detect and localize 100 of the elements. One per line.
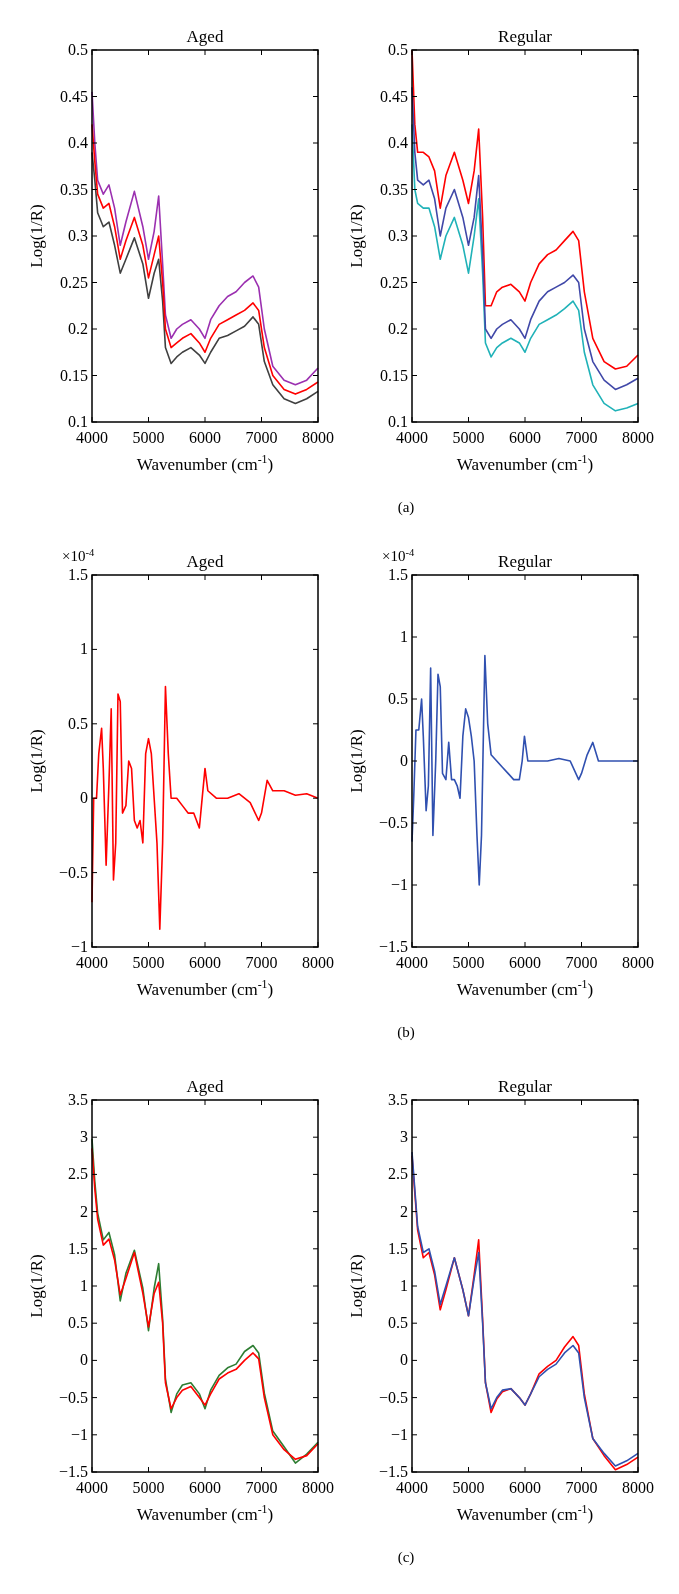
- x-axis-title: Wavenumber (cm$^{-1}$): [456, 1502, 594, 1524]
- y-axis-title: Log(1/R): [347, 729, 366, 793]
- y-tick-label: −1.5: [378, 1463, 408, 1480]
- y-tick-label: 0.35: [380, 180, 408, 198]
- x-tick-label: 5000: [452, 1479, 485, 1496]
- chart-title: Aged: [186, 552, 224, 571]
- text: ×10$^{-4}$: [62, 546, 95, 564]
- y-tick-label: 2.5: [388, 1165, 408, 1183]
- y-axis-title: Log(1/R): [27, 729, 46, 793]
- x-tick-label: 8000: [302, 429, 334, 446]
- x-tick-label: 8000: [622, 429, 654, 446]
- x-tick-label: 4000: [76, 954, 108, 971]
- y-tick-label: −1.5: [378, 938, 408, 955]
- y-axis-title: Log(1/R): [347, 1254, 366, 1318]
- y-axis-title: Log(1/R): [27, 204, 46, 268]
- x-tick-label: 6000: [189, 954, 221, 971]
- chart-title: Regular: [498, 27, 553, 46]
- y-tick-label: 0: [80, 789, 88, 807]
- y-tick-label: 0.5: [68, 714, 88, 732]
- x-tick-label: 8000: [622, 954, 654, 971]
- y-tick-label: 2.5: [68, 1165, 88, 1183]
- y-tick-label: 0.2: [68, 320, 88, 337]
- y-tick-label: 2: [80, 1202, 88, 1220]
- y-tick-label: 0: [80, 1351, 88, 1369]
- y-tick-label: 0.15: [380, 366, 408, 384]
- y-tick-label: 1.5: [388, 1239, 408, 1257]
- x-axis-title: Wavenumber (cm$^{-1}$): [136, 977, 274, 999]
- x-axis-title: Wavenumber (cm$^{-1}$): [136, 1502, 274, 1524]
- x-tick-label: 5000: [132, 429, 165, 446]
- y-tick-label: −0.5: [58, 1388, 88, 1406]
- y-tick-label: 3: [400, 1128, 408, 1146]
- x-tick-label: 4000: [396, 1479, 428, 1496]
- y-tick-label: −1: [390, 1425, 408, 1443]
- y-tick-label: 3.5: [388, 1091, 408, 1108]
- y-tick-label: 3.5: [68, 1091, 88, 1108]
- y-tick-label: 0.4: [68, 134, 88, 151]
- y-tick-label: 3: [80, 1128, 88, 1146]
- x-tick-label: 6000: [509, 954, 541, 971]
- y-axis-title: Log(1/R): [347, 204, 366, 268]
- y-tick-label: 2: [400, 1202, 408, 1220]
- x-tick-label: 4000: [76, 1479, 108, 1496]
- y-tick-label: 0.5: [388, 690, 408, 707]
- chart-title: Regular: [498, 1077, 553, 1096]
- y-tick-label: 0.35: [60, 180, 88, 198]
- y-tick-label: −0.5: [58, 863, 88, 881]
- x-tick-label: 7000: [245, 1479, 278, 1496]
- x-tick-label: 7000: [245, 954, 278, 971]
- x-tick-label: 7000: [565, 954, 598, 971]
- y-tick-label: −1: [70, 1425, 88, 1443]
- y-tick-label: 0.4: [388, 134, 408, 151]
- x-tick-label: 6000: [189, 429, 221, 446]
- y-tick-label: 0.2: [388, 320, 408, 337]
- chart-title: Aged: [186, 1077, 224, 1096]
- x-tick-label: 7000: [565, 1479, 598, 1496]
- y-tick-label: 0: [400, 752, 408, 769]
- y-tick-label: −0.5: [378, 814, 408, 831]
- x-tick-label: 5000: [452, 429, 485, 446]
- y-tick-label: 0.25: [60, 273, 88, 291]
- x-axis-title: Wavenumber (cm$^{-1}$): [456, 977, 594, 999]
- x-tick-label: 7000: [245, 429, 278, 446]
- x-tick-label: 6000: [509, 1479, 541, 1496]
- chart-title: Aged: [186, 27, 224, 46]
- y-tick-label: 0.5: [388, 41, 408, 58]
- x-tick-label: 4000: [396, 954, 428, 971]
- text: (a): [397, 499, 415, 516]
- y-tick-label: 0.3: [68, 227, 88, 244]
- x-tick-label: 4000: [396, 429, 428, 446]
- x-tick-label: 4000: [76, 429, 108, 446]
- y-tick-label: 1.5: [68, 1239, 88, 1257]
- y-tick-label: 1: [400, 628, 408, 645]
- y-tick-label: 1: [400, 1277, 408, 1294]
- y-tick-label: 1.5: [388, 566, 408, 583]
- y-tick-label: 1: [80, 640, 88, 658]
- x-tick-label: 5000: [132, 1479, 165, 1496]
- x-axis-title: Wavenumber (cm$^{-1}$): [456, 452, 594, 474]
- y-tick-label: −1: [70, 938, 88, 955]
- text: ×10$^{-4}$: [382, 546, 415, 564]
- y-tick-label: 0.25: [380, 273, 408, 291]
- text: (c): [397, 1549, 415, 1566]
- x-tick-label: 5000: [452, 954, 485, 971]
- x-tick-label: 6000: [189, 1479, 221, 1496]
- x-tick-label: 7000: [565, 429, 598, 446]
- x-tick-label: 8000: [622, 1479, 654, 1496]
- y-tick-label: 0.15: [60, 366, 88, 384]
- y-tick-label: 0.1: [388, 413, 408, 430]
- x-tick-label: 8000: [302, 954, 334, 971]
- y-tick-label: 0.5: [388, 1314, 408, 1332]
- y-tick-label: 0.3: [388, 227, 408, 244]
- y-axis-title: Log(1/R): [27, 1254, 46, 1318]
- y-tick-label: 0.1: [68, 413, 88, 430]
- x-tick-label: 5000: [132, 954, 165, 971]
- y-tick-label: 1: [80, 1277, 88, 1294]
- y-tick-label: 0.5: [68, 1314, 88, 1332]
- y-tick-label: 0: [400, 1351, 408, 1369]
- y-tick-label: 0.45: [60, 87, 88, 105]
- x-tick-label: 6000: [509, 429, 541, 446]
- y-tick-label: 1.5: [68, 566, 88, 583]
- y-tick-label: −0.5: [378, 1388, 408, 1406]
- text: (b): [397, 1024, 415, 1041]
- y-tick-label: −1.5: [58, 1463, 88, 1480]
